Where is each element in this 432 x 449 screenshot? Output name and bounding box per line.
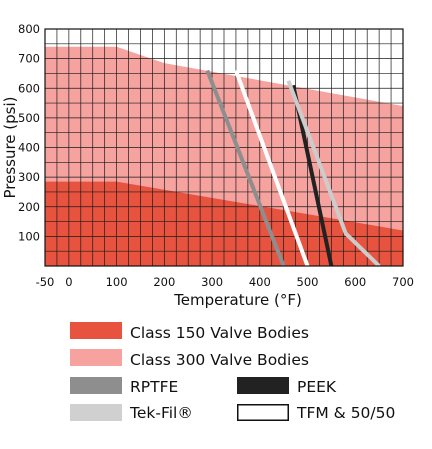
series-layer (205, 69, 381, 268)
x-tick-label: 0 (65, 275, 72, 289)
y-tick-label: 500 (18, 111, 40, 125)
x-tick-label: 700 (392, 275, 414, 289)
x-axis-title: Temperature (°F) (173, 291, 302, 309)
legend-swatch (70, 404, 122, 421)
legend-item-peek: PEEK (237, 377, 337, 396)
y-tick-label: 600 (18, 81, 40, 95)
legend-item-class-300-valve-bodies: Class 300 Valve Bodies (70, 349, 309, 369)
legend-swatch (70, 322, 122, 339)
series-line-rptfe (205, 69, 286, 267)
y-axis-title: Pressure (psi) (1, 96, 19, 198)
grid-layer (45, 29, 403, 266)
y-tick-label: 300 (18, 170, 40, 184)
legend-label: RPTFE (130, 378, 178, 396)
legend-swatch (237, 377, 289, 394)
ticks-layer: -50 0 100 200 300 400 500 600 700 100 200 300 400 500… (18, 22, 414, 289)
legend-label: Class 150 Valve Bodies (130, 324, 309, 342)
legend-item-rptfe: RPTFE (70, 377, 178, 396)
y-tick-label: 100 (18, 229, 40, 243)
y-tick-label: 200 (18, 200, 40, 214)
legend-swatch (70, 349, 122, 366)
legend-label: Tek-Fil® (129, 404, 193, 422)
plot-frame (44, 28, 404, 267)
x-tick-label: 200 (153, 275, 175, 289)
legend-swatch (237, 404, 289, 421)
legend-label: PEEK (297, 378, 337, 396)
legend-swatch (70, 377, 122, 394)
x-tick-label: -50 (36, 275, 55, 289)
legend-label: Class 300 Valve Bodies (130, 351, 309, 369)
x-tick-label: 300 (201, 275, 223, 289)
y-tick-label: 700 (18, 52, 40, 66)
x-tick-label: 400 (249, 275, 271, 289)
legend-item-class-150-valve-bodies: Class 150 Valve Bodies (70, 322, 309, 342)
y-tick-label: 400 (18, 141, 40, 155)
legend-label: TFM & 50/50 (296, 404, 395, 422)
legend: Class 150 Valve Bodies Class 300 Valve Bo… (70, 322, 395, 422)
legend-item-tfm-50-50: TFM & 50/50 (237, 404, 395, 422)
x-tick-label: 600 (344, 275, 366, 289)
series-line-tfm-50-50 (234, 69, 310, 267)
y-tick-label: 800 (18, 22, 40, 36)
x-tick-label: 100 (106, 275, 128, 289)
series-line-tek-fil (286, 80, 381, 268)
x-tick-label: 500 (297, 275, 319, 289)
legend-item-tek-fil: Tek-Fil® (70, 404, 193, 422)
